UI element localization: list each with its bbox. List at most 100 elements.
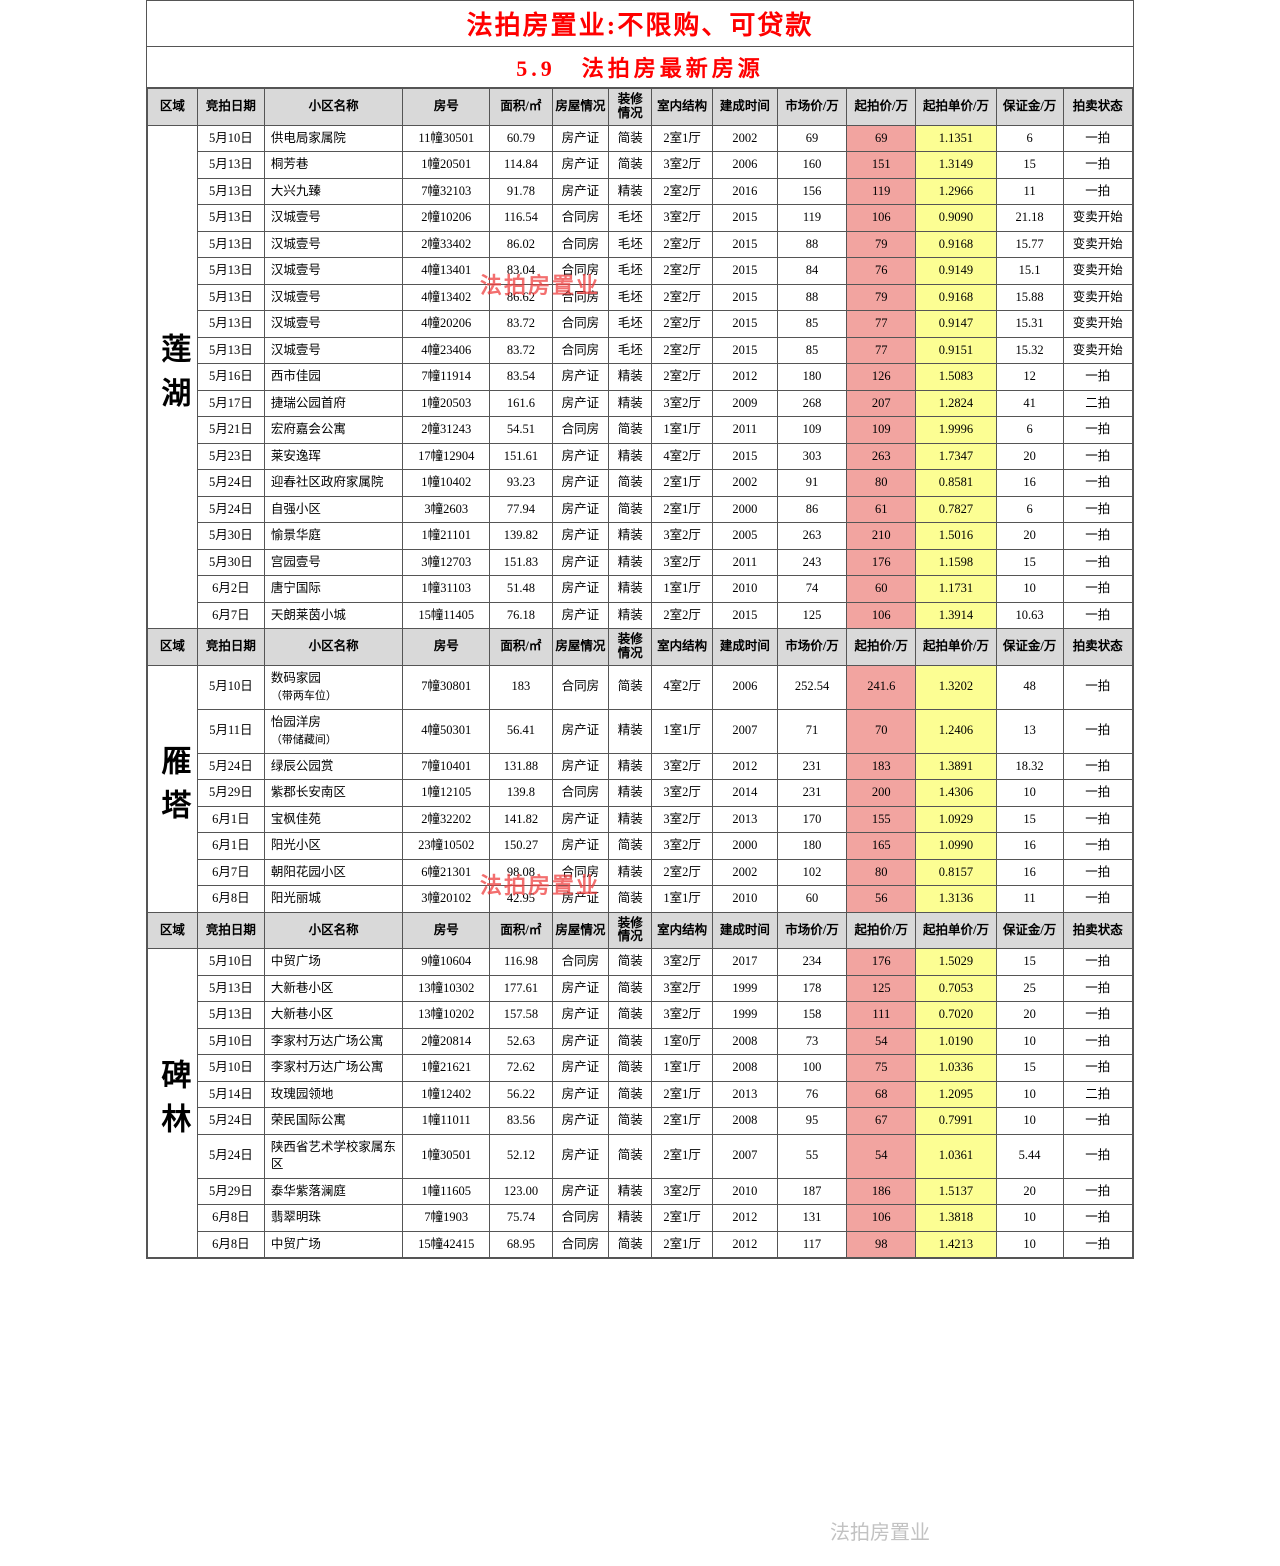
table-row: 5月11日怡园洋房（带储藏间）4幢5030156.41房产证精装1室1厅2007…: [148, 709, 1133, 753]
cell-name: 天朗莱茵小城: [264, 602, 403, 629]
table-row: 6月7日朝阳花园小区6幢2130198.08合同房精装2室2厅200210280…: [148, 859, 1133, 886]
cell-deco: 简装: [609, 1134, 652, 1178]
cell-stat: 一拍: [1063, 709, 1132, 753]
cell-year: 2012: [712, 1231, 777, 1258]
cell-stat: 一拍: [1063, 523, 1132, 550]
cell-stat: 变卖开始: [1063, 311, 1132, 338]
col-header: 拍卖状态: [1063, 89, 1132, 126]
cell-dep: 10: [996, 780, 1063, 807]
cell-mkt: 125: [777, 602, 846, 629]
col-header: 区域: [148, 89, 198, 126]
cell-date: 5月13日: [197, 975, 264, 1002]
cell-house: 房产证: [552, 443, 608, 470]
cell-stat: 一拍: [1063, 1205, 1132, 1232]
cell-unit: 1.5016: [916, 523, 996, 550]
cell-deco: 简装: [609, 470, 652, 497]
cell-year: 2008: [712, 1028, 777, 1055]
cell-area: 123.00: [490, 1178, 553, 1205]
cell-start: 80: [847, 859, 916, 886]
cell-name: 泰华紫落澜庭: [264, 1178, 403, 1205]
col-header: 面积/㎡: [490, 89, 553, 126]
cell-start: 263: [847, 443, 916, 470]
cell-date: 5月11日: [197, 709, 264, 753]
cell-dep: 15: [996, 1055, 1063, 1082]
cell-struct: 2室1厅: [652, 1108, 713, 1135]
cell-room: 1幢20503: [403, 390, 490, 417]
cell-mkt: 231: [777, 780, 846, 807]
cell-start: 176: [847, 549, 916, 576]
cell-start: 70: [847, 709, 916, 753]
col-header: 小区名称: [264, 629, 403, 666]
cell-stat: 一拍: [1063, 1134, 1132, 1178]
col-header: 市场价/万: [777, 912, 846, 949]
cell-mkt: 74: [777, 576, 846, 603]
cell-name: 大新巷小区: [264, 1002, 403, 1029]
col-header: 房号: [403, 912, 490, 949]
cell-start: 54: [847, 1134, 916, 1178]
cell-stat: 变卖开始: [1063, 258, 1132, 285]
cell-struct: 3室2厅: [652, 549, 713, 576]
cell-house: 房产证: [552, 390, 608, 417]
footer-watermark: 法拍房置业: [830, 1516, 930, 1545]
cell-stat: 一拍: [1063, 859, 1132, 886]
cell-start: 210: [847, 523, 916, 550]
cell-area: 56.41: [490, 709, 553, 753]
cell-name: 汉城壹号: [264, 311, 403, 338]
cell-mkt: 91: [777, 470, 846, 497]
cell-struct: 2室1厅: [652, 496, 713, 523]
cell-date: 5月14日: [197, 1081, 264, 1108]
cell-date: 5月13日: [197, 311, 264, 338]
cell-deco: 精装: [609, 806, 652, 833]
cell-struct: 2室1厅: [652, 125, 713, 152]
cell-mkt: 158: [777, 1002, 846, 1029]
col-header: 房屋情况: [552, 629, 608, 666]
cell-room: 4幢50301: [403, 709, 490, 753]
cell-struct: 2室1厅: [652, 1134, 713, 1178]
cell-name: 玫瑰园领地: [264, 1081, 403, 1108]
col-header: 竞拍日期: [197, 912, 264, 949]
cell-stat: 一拍: [1063, 178, 1132, 205]
cell-dep: 11: [996, 886, 1063, 913]
table-row: 5月13日汉城壹号4幢1340183.04合同房毛坯2室2厅201584760.…: [148, 258, 1133, 285]
cell-house: 合同房: [552, 205, 608, 232]
cell-date: 6月8日: [197, 886, 264, 913]
cell-date: 5月13日: [197, 178, 264, 205]
cell-year: 2012: [712, 1205, 777, 1232]
cell-area: 72.62: [490, 1055, 553, 1082]
table-row: 5月30日宫园壹号3幢12703151.83房产证精装3室2厅201124317…: [148, 549, 1133, 576]
col-header: 区域: [148, 629, 198, 666]
cell-area: 91.78: [490, 178, 553, 205]
cell-name: 西市佳园: [264, 364, 403, 391]
cell-room: 1幢10402: [403, 470, 490, 497]
cell-date: 5月10日: [197, 949, 264, 976]
cell-struct: 1室1厅: [652, 417, 713, 444]
cell-house: 房产证: [552, 470, 608, 497]
cell-mkt: 180: [777, 364, 846, 391]
cell-mkt: 234: [777, 949, 846, 976]
cell-room: 1幢20501: [403, 152, 490, 179]
cell-name: 大兴九臻: [264, 178, 403, 205]
cell-dep: 15.88: [996, 284, 1063, 311]
cell-start: 79: [847, 284, 916, 311]
cell-room: 15幢11405: [403, 602, 490, 629]
cell-struct: 3室2厅: [652, 1002, 713, 1029]
cell-room: 3幢20102: [403, 886, 490, 913]
cell-area: 83.72: [490, 311, 553, 338]
cell-house: 房产证: [552, 602, 608, 629]
cell-start: 151: [847, 152, 916, 179]
cell-dep: 15: [996, 806, 1063, 833]
cell-struct: 1室1厅: [652, 1055, 713, 1082]
cell-dep: 10: [996, 1205, 1063, 1232]
cell-deco: 精装: [609, 523, 652, 550]
cell-house: 合同房: [552, 231, 608, 258]
table-row: 5月24日自强小区3幢260377.94房产证简装2室1厅200086610.7…: [148, 496, 1133, 523]
cell-unit: 1.3149: [916, 152, 996, 179]
col-header: 保证金/万: [996, 89, 1063, 126]
cell-area: 54.51: [490, 417, 553, 444]
cell-deco: 简装: [609, 1081, 652, 1108]
cell-struct: 3室2厅: [652, 806, 713, 833]
cell-name: 宫园壹号: [264, 549, 403, 576]
table-row: 5月24日绿辰公园赏7幢10401131.88房产证精装3室2厅20122311…: [148, 753, 1133, 780]
cell-name: 陕西省艺术学校家属东区: [264, 1134, 403, 1178]
cell-unit: 1.2966: [916, 178, 996, 205]
